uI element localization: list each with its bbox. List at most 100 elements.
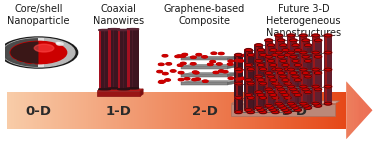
Circle shape (304, 44, 311, 47)
Polygon shape (146, 92, 147, 129)
Circle shape (292, 106, 299, 109)
Polygon shape (258, 92, 259, 129)
Circle shape (292, 91, 299, 94)
Polygon shape (14, 92, 15, 129)
Ellipse shape (108, 29, 120, 30)
Polygon shape (268, 92, 269, 129)
Circle shape (312, 51, 319, 54)
Polygon shape (181, 74, 228, 77)
Ellipse shape (99, 29, 110, 31)
Polygon shape (172, 92, 173, 129)
Circle shape (178, 71, 184, 74)
Polygon shape (153, 92, 154, 129)
Polygon shape (188, 92, 189, 129)
Polygon shape (140, 92, 141, 129)
Ellipse shape (108, 88, 120, 89)
Polygon shape (270, 92, 271, 129)
Polygon shape (303, 40, 305, 106)
Circle shape (279, 44, 287, 47)
Polygon shape (66, 92, 67, 129)
Polygon shape (84, 92, 85, 129)
Circle shape (292, 75, 299, 78)
Ellipse shape (314, 40, 322, 41)
Polygon shape (198, 92, 199, 129)
Circle shape (160, 81, 165, 83)
Polygon shape (54, 92, 56, 129)
Ellipse shape (254, 45, 263, 46)
Polygon shape (295, 50, 297, 110)
Polygon shape (283, 50, 285, 110)
Polygon shape (231, 92, 232, 129)
Circle shape (246, 52, 252, 55)
Polygon shape (154, 92, 155, 129)
Polygon shape (221, 92, 222, 129)
Ellipse shape (304, 45, 312, 46)
Circle shape (236, 70, 242, 73)
Polygon shape (288, 36, 290, 104)
Polygon shape (276, 36, 278, 104)
Ellipse shape (127, 29, 139, 30)
Polygon shape (301, 36, 302, 104)
Circle shape (247, 96, 254, 99)
Polygon shape (269, 50, 277, 110)
Polygon shape (320, 92, 321, 129)
Circle shape (302, 88, 309, 91)
Polygon shape (342, 92, 343, 129)
Ellipse shape (118, 29, 130, 31)
Polygon shape (337, 92, 338, 129)
Ellipse shape (271, 54, 279, 55)
Polygon shape (334, 92, 335, 129)
Polygon shape (277, 40, 285, 106)
Polygon shape (312, 92, 313, 129)
Circle shape (267, 75, 275, 78)
Circle shape (282, 94, 289, 96)
Polygon shape (326, 92, 327, 129)
Polygon shape (259, 55, 267, 112)
Polygon shape (281, 50, 290, 110)
Polygon shape (43, 92, 44, 129)
Polygon shape (220, 92, 221, 129)
Polygon shape (2, 38, 39, 67)
Circle shape (287, 68, 295, 71)
Polygon shape (314, 92, 316, 129)
Polygon shape (8, 92, 9, 129)
Circle shape (282, 79, 289, 82)
Circle shape (282, 49, 289, 52)
Polygon shape (238, 92, 239, 129)
Circle shape (158, 63, 164, 65)
Circle shape (166, 63, 172, 65)
Circle shape (272, 111, 279, 114)
Circle shape (162, 55, 168, 57)
Polygon shape (115, 92, 116, 129)
Ellipse shape (275, 35, 283, 36)
Circle shape (163, 73, 168, 75)
Circle shape (259, 96, 267, 99)
Polygon shape (264, 92, 265, 129)
Polygon shape (71, 92, 73, 129)
Polygon shape (132, 29, 133, 88)
Polygon shape (99, 30, 110, 89)
Circle shape (314, 55, 322, 58)
Polygon shape (174, 92, 175, 129)
Polygon shape (101, 92, 102, 129)
Polygon shape (287, 36, 295, 104)
Polygon shape (169, 92, 170, 129)
Polygon shape (275, 36, 283, 104)
Polygon shape (328, 92, 329, 129)
Circle shape (302, 72, 309, 75)
Polygon shape (216, 92, 217, 129)
Ellipse shape (302, 40, 310, 41)
Circle shape (277, 39, 285, 42)
Circle shape (237, 69, 243, 71)
Circle shape (13, 60, 16, 61)
Polygon shape (133, 92, 135, 129)
Circle shape (182, 53, 187, 56)
Ellipse shape (267, 45, 275, 46)
Polygon shape (213, 92, 214, 129)
Polygon shape (228, 92, 229, 129)
Circle shape (272, 68, 279, 71)
Circle shape (312, 34, 319, 37)
Circle shape (304, 59, 311, 62)
Circle shape (324, 85, 332, 88)
Circle shape (235, 53, 242, 56)
